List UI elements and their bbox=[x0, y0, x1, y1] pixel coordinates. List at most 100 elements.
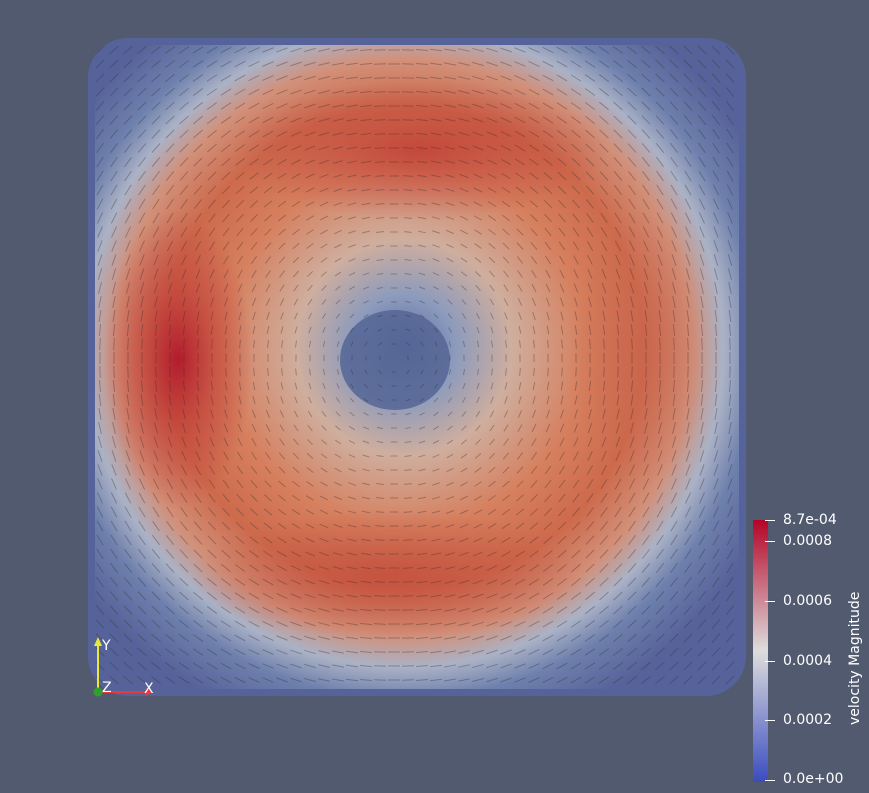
vector-glyph bbox=[267, 340, 269, 348]
vector-glyph bbox=[206, 115, 218, 125]
vector-glyph bbox=[220, 620, 232, 628]
vector-glyph bbox=[110, 506, 118, 518]
vector-glyph bbox=[222, 227, 230, 237]
vector-glyph bbox=[418, 230, 426, 234]
vector-glyph bbox=[669, 101, 679, 111]
vector-glyph bbox=[290, 677, 302, 683]
vector-glyph bbox=[697, 114, 707, 126]
vector-glyph bbox=[726, 156, 734, 168]
vector-glyph bbox=[728, 268, 732, 280]
vector-glyph bbox=[614, 478, 622, 490]
vector-glyph bbox=[235, 172, 245, 180]
vector-glyph bbox=[401, 665, 415, 667]
vector-glyph bbox=[137, 45, 147, 55]
vector-glyph bbox=[560, 311, 564, 321]
colorbar-tick-label: 0.0002 bbox=[783, 712, 832, 728]
vector-glyph bbox=[645, 366, 647, 378]
vector-glyph bbox=[672, 296, 676, 308]
vector-glyph bbox=[236, 213, 244, 223]
vector-glyph bbox=[584, 634, 596, 642]
vector-glyph bbox=[238, 395, 242, 405]
vector-glyph bbox=[613, 605, 623, 615]
vector-glyph bbox=[514, 116, 526, 124]
vector-glyph bbox=[262, 606, 274, 614]
vector-glyph bbox=[193, 171, 203, 181]
vector-glyph bbox=[123, 633, 133, 643]
vector-glyph bbox=[429, 48, 443, 52]
vector-glyph bbox=[490, 382, 494, 390]
colorbar-min-label: 0.0e+00 bbox=[783, 771, 844, 787]
vector-glyph bbox=[546, 381, 550, 391]
vector-glyph bbox=[444, 146, 456, 150]
vector-glyph bbox=[571, 129, 581, 139]
vector-glyph bbox=[182, 408, 186, 420]
vector-glyph bbox=[500, 75, 512, 81]
vector-glyph bbox=[318, 145, 330, 151]
vector-glyph bbox=[641, 619, 651, 629]
vector-glyph bbox=[206, 676, 218, 684]
vector-glyph bbox=[220, 143, 232, 153]
vector-glyph bbox=[585, 171, 595, 181]
vector-glyph bbox=[141, 338, 143, 350]
vector-glyph bbox=[262, 75, 274, 81]
vector-glyph bbox=[235, 158, 245, 166]
vector-glyph bbox=[586, 213, 594, 223]
vector-glyph bbox=[403, 189, 413, 191]
vector-glyph bbox=[531, 297, 537, 307]
vector-glyph bbox=[628, 212, 636, 224]
vector-glyph bbox=[641, 129, 651, 139]
vector-glyph bbox=[195, 451, 201, 461]
vector-glyph bbox=[263, 508, 273, 516]
vector-glyph bbox=[221, 563, 231, 573]
vector-glyph bbox=[153, 282, 159, 294]
vector-glyph bbox=[542, 102, 554, 110]
vector-glyph bbox=[234, 116, 246, 124]
vector-glyph bbox=[375, 511, 385, 513]
vector-glyph bbox=[111, 436, 117, 448]
vector-glyph bbox=[487, 537, 497, 543]
vector-glyph bbox=[211, 367, 213, 377]
vector-glyph bbox=[374, 133, 386, 135]
vector-glyph bbox=[239, 339, 241, 349]
vector-glyph bbox=[486, 621, 498, 627]
vector-glyph bbox=[363, 397, 369, 403]
vector-glyph bbox=[195, 255, 201, 265]
vector-glyph bbox=[616, 380, 620, 392]
vector-glyph bbox=[486, 47, 498, 53]
vector-glyph bbox=[224, 395, 228, 405]
vector-glyph bbox=[571, 143, 581, 153]
vector-glyph bbox=[179, 129, 189, 139]
vector-glyph bbox=[429, 678, 443, 682]
vector-glyph bbox=[586, 199, 594, 209]
vector-glyph bbox=[361, 188, 371, 192]
vector-glyph bbox=[333, 215, 343, 221]
vector-glyph bbox=[613, 143, 623, 153]
vector-glyph bbox=[207, 171, 217, 181]
vector-glyph bbox=[514, 578, 526, 586]
z-axis-dot-icon bbox=[93, 687, 103, 697]
vector-glyph bbox=[697, 605, 707, 615]
vector-glyph bbox=[402, 581, 414, 583]
vector-glyph bbox=[318, 664, 330, 668]
vector-glyph bbox=[335, 397, 341, 403]
vector-glyph bbox=[612, 662, 624, 670]
vector-glyph bbox=[290, 593, 302, 599]
vector-glyph bbox=[137, 591, 147, 601]
vector-glyph bbox=[109, 633, 119, 643]
vector-glyph bbox=[304, 621, 316, 627]
vector-glyph bbox=[500, 144, 512, 152]
vector-glyph bbox=[415, 650, 429, 654]
vector-glyph bbox=[458, 607, 470, 613]
vector-glyph bbox=[725, 661, 735, 671]
vector-glyph bbox=[110, 520, 118, 532]
vector-glyph bbox=[363, 412, 369, 416]
vector-glyph bbox=[318, 159, 330, 165]
vector-glyph bbox=[123, 661, 133, 671]
vector-glyph bbox=[613, 101, 623, 111]
vector-glyph bbox=[192, 605, 204, 615]
vector-glyph bbox=[110, 492, 118, 504]
vector-glyph bbox=[264, 466, 272, 474]
vector-glyph bbox=[472, 159, 484, 165]
vector-glyph bbox=[459, 201, 469, 207]
